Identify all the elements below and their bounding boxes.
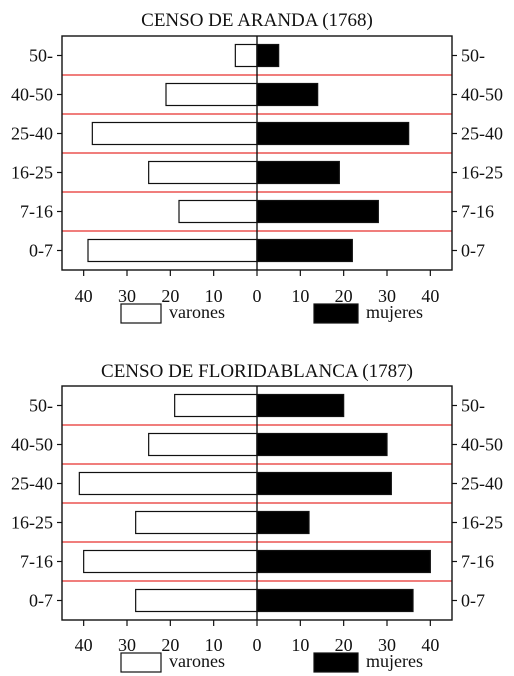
bar-mujeres	[256, 82, 319, 107]
bar-varones	[135, 510, 258, 535]
category-label-left: 16-25	[11, 163, 53, 183]
x-tick-label: 40	[421, 286, 439, 306]
bar-varones	[135, 588, 258, 613]
category-label-left: 0-7	[29, 591, 53, 611]
legend-label-varones: varones	[169, 651, 225, 671]
bar-mujeres	[256, 588, 414, 613]
category-label-right: 7-16	[461, 552, 494, 572]
category-label-right: 0-7	[461, 591, 485, 611]
x-tick-label: 40	[75, 635, 93, 655]
chart-panel-1: CENSO DE ARANDA (1768) 50- 50- 40-50 40-50 25…	[11, 10, 503, 324]
x-tick-label: 10	[291, 286, 309, 306]
legend-label-mujeres: mujeres	[366, 302, 423, 322]
category-label-left: 7-16	[20, 552, 53, 572]
bar-mujeres	[256, 238, 353, 263]
category-label-left: 7-16	[20, 202, 53, 222]
legend-label-mujeres: mujeres	[366, 651, 423, 671]
category-label-right: 16-25	[461, 163, 503, 183]
x-tick-label: 20	[161, 286, 179, 306]
legend-swatch-mujeres	[313, 652, 359, 673]
bar-varones	[91, 121, 258, 146]
category-label-left: 40-50	[11, 85, 53, 105]
x-tick-label: 0	[253, 286, 262, 306]
category-label-right: 7-16	[461, 202, 494, 222]
bar-varones	[234, 43, 258, 68]
bar-mujeres	[256, 471, 392, 496]
category-label-left: 40-50	[11, 435, 53, 455]
bar-mujeres	[256, 432, 388, 457]
bar-mujeres	[256, 199, 379, 224]
category-label-left: 25-40	[11, 124, 53, 144]
bar-mujeres	[256, 43, 280, 68]
bar-mujeres	[256, 549, 431, 574]
bar-varones	[174, 393, 258, 418]
bar-varones	[83, 549, 258, 574]
x-tick-label: 30	[118, 635, 136, 655]
bar-varones	[87, 238, 258, 263]
category-label-right: 40-50	[461, 435, 503, 455]
chart-title: CENSO DE ARANDA (1768)	[141, 10, 373, 31]
category-label-right: 25-40	[461, 474, 503, 494]
category-label-left: 16-25	[11, 513, 53, 533]
category-label-left: 50-	[29, 46, 53, 66]
x-tick-label: 30	[378, 286, 396, 306]
bar-varones	[148, 432, 258, 457]
legend-swatch-varones	[120, 303, 162, 324]
bar-varones	[178, 199, 258, 224]
x-tick-label: 20	[335, 635, 353, 655]
bar-mujeres	[256, 160, 340, 185]
x-tick-label: 10	[291, 635, 309, 655]
x-tick-label: 20	[161, 635, 179, 655]
bar-mujeres	[256, 510, 310, 535]
x-tick-label: 10	[205, 635, 223, 655]
x-tick-label: 20	[335, 286, 353, 306]
category-label-right: 50-	[461, 46, 485, 66]
bar-mujeres	[256, 393, 345, 418]
bar-varones	[78, 471, 258, 496]
category-label-right: 50-	[461, 396, 485, 416]
x-tick-label: 30	[118, 286, 136, 306]
legend-swatch-varones	[120, 652, 162, 673]
category-label-left: 25-40	[11, 474, 53, 494]
bar-varones	[165, 82, 258, 107]
bar-mujeres	[256, 121, 410, 146]
chart-panel-2: CENSO DE FLORIDABLANCA (1787) 50- 50- 40-50…	[11, 361, 503, 673]
category-label-left: 0-7	[29, 241, 53, 261]
x-tick-label: 10	[205, 286, 223, 306]
bar-varones	[148, 160, 258, 185]
category-label-left: 50-	[29, 396, 53, 416]
category-label-right: 16-25	[461, 513, 503, 533]
legend-swatch-mujeres	[313, 303, 359, 324]
x-tick-label: 40	[421, 635, 439, 655]
category-label-right: 25-40	[461, 124, 503, 144]
category-label-right: 0-7	[461, 241, 485, 261]
x-tick-label: 40	[75, 286, 93, 306]
category-label-right: 40-50	[461, 85, 503, 105]
legend-label-varones: varones	[169, 302, 225, 322]
chart-title: CENSO DE FLORIDABLANCA (1787)	[101, 361, 413, 382]
x-tick-label: 30	[378, 635, 396, 655]
x-tick-label: 0	[253, 635, 262, 655]
